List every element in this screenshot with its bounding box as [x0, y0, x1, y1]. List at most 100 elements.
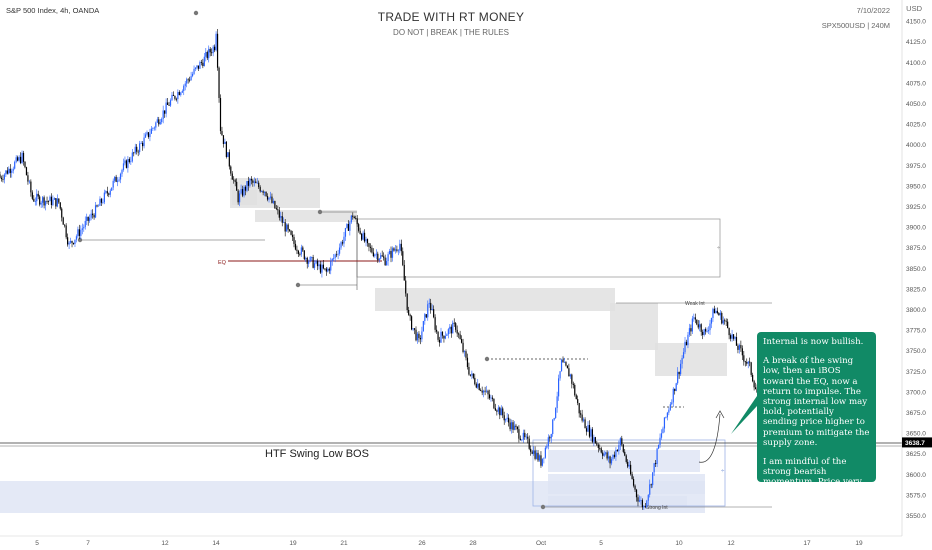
y-tick-label: 3675.0: [906, 410, 926, 417]
candle-body: [272, 201, 275, 203]
candle-body: [627, 461, 629, 467]
candle-body: [741, 348, 743, 356]
candle-body: [350, 215, 352, 223]
candle-body: [337, 253, 339, 255]
candle-body: [582, 419, 585, 421]
supply-zone: [610, 303, 658, 350]
candle-body: [231, 173, 233, 180]
candle-body: [199, 62, 201, 69]
candle-body: [305, 257, 307, 260]
candle-body: [100, 198, 103, 203]
candle-body: [316, 260, 319, 267]
candle-body: [577, 399, 579, 404]
candle-body: [87, 216, 89, 221]
candle-body: [656, 448, 658, 465]
candle-body: [402, 251, 404, 265]
candle-body: [14, 162, 16, 169]
candle-body: [547, 437, 549, 447]
candle-body: [64, 224, 66, 226]
candle-body: [203, 56, 205, 67]
candle-body: [455, 323, 457, 330]
candle-body: [437, 331, 439, 340]
candle-body: [440, 331, 442, 343]
candle-body: [650, 484, 652, 486]
candle-body: [729, 335, 732, 339]
pivot-dot: [484, 356, 490, 362]
candle-body: [694, 317, 696, 320]
candle-body: [556, 396, 558, 409]
candle-body: [394, 249, 397, 251]
candle-body: [312, 256, 314, 268]
candle-body: [541, 458, 544, 466]
candle-body: [491, 397, 494, 399]
candle-body: [118, 179, 120, 181]
candle-body: [80, 229, 82, 236]
candle-body: [527, 436, 529, 439]
analysis-callout[interactable]: Internal is now bullish. A break of the …: [757, 332, 876, 508]
candle-body: [283, 222, 285, 223]
candle-body: [99, 198, 101, 206]
candle-body: [365, 239, 367, 242]
candle-body: [446, 334, 448, 336]
candle-body: [535, 452, 538, 459]
candle-body: [421, 331, 423, 340]
candle-body: [660, 433, 663, 438]
candle-body: [441, 331, 444, 336]
candle-body: [271, 196, 273, 203]
candle-body: [117, 180, 119, 182]
candle-body: [581, 414, 583, 421]
candle-body: [61, 208, 63, 218]
ticker-label: SPX500USD | 240M: [821, 21, 890, 30]
candle-body: [225, 141, 227, 158]
candle-body: [743, 355, 745, 362]
y-tick-label: 3750.0: [906, 348, 926, 355]
candle-body: [124, 160, 126, 164]
candle-body: [638, 500, 641, 502]
candle-body: [284, 222, 286, 232]
zones-layer: [0, 178, 727, 513]
candle-body: [509, 422, 511, 430]
candle-body: [122, 163, 125, 170]
candle-body: [50, 196, 53, 205]
candle-body: [681, 357, 683, 364]
candle-body: [419, 338, 422, 340]
candle-body: [621, 438, 623, 445]
candle-body: [150, 128, 153, 134]
pivot-dot: [77, 237, 83, 243]
candle-body: [624, 451, 626, 456]
demand-zone: [548, 474, 705, 494]
callout-paragraph-1: Internal is now bullish.: [763, 337, 864, 347]
candle-body: [415, 329, 417, 341]
candle-body: [321, 264, 323, 273]
y-tick-label: 3550.0: [906, 513, 926, 520]
candle-body: [754, 387, 757, 390]
candle-body: [102, 202, 104, 203]
candle-body: [641, 500, 643, 508]
candle-body: [578, 403, 580, 414]
y-tick-label: 3600.0: [906, 472, 926, 479]
candle-body: [56, 198, 58, 207]
candle-body: [555, 408, 557, 418]
candle-body: [240, 189, 242, 194]
candle-body: [89, 217, 91, 221]
candle-body: [315, 260, 317, 264]
candle-body: [180, 92, 182, 95]
candle-body: [366, 239, 369, 244]
symbol-label: S&P 500 Index, 4h, OANDA: [6, 6, 100, 15]
candle-body: [543, 457, 545, 459]
pivot-dot: [540, 504, 546, 510]
candle-body: [753, 381, 755, 388]
candle-body: [81, 228, 83, 230]
candle-body: [456, 329, 458, 334]
candle-body: [603, 453, 605, 456]
candle-body: [443, 335, 445, 339]
candle-body: [710, 317, 713, 324]
candle-body: [208, 48, 210, 59]
candle-body: [331, 258, 333, 262]
candle-body: [96, 205, 98, 207]
candle-body: [403, 264, 405, 281]
candle-body: [166, 102, 169, 105]
x-tick-label: 5: [35, 540, 39, 547]
candle-body: [246, 181, 248, 191]
